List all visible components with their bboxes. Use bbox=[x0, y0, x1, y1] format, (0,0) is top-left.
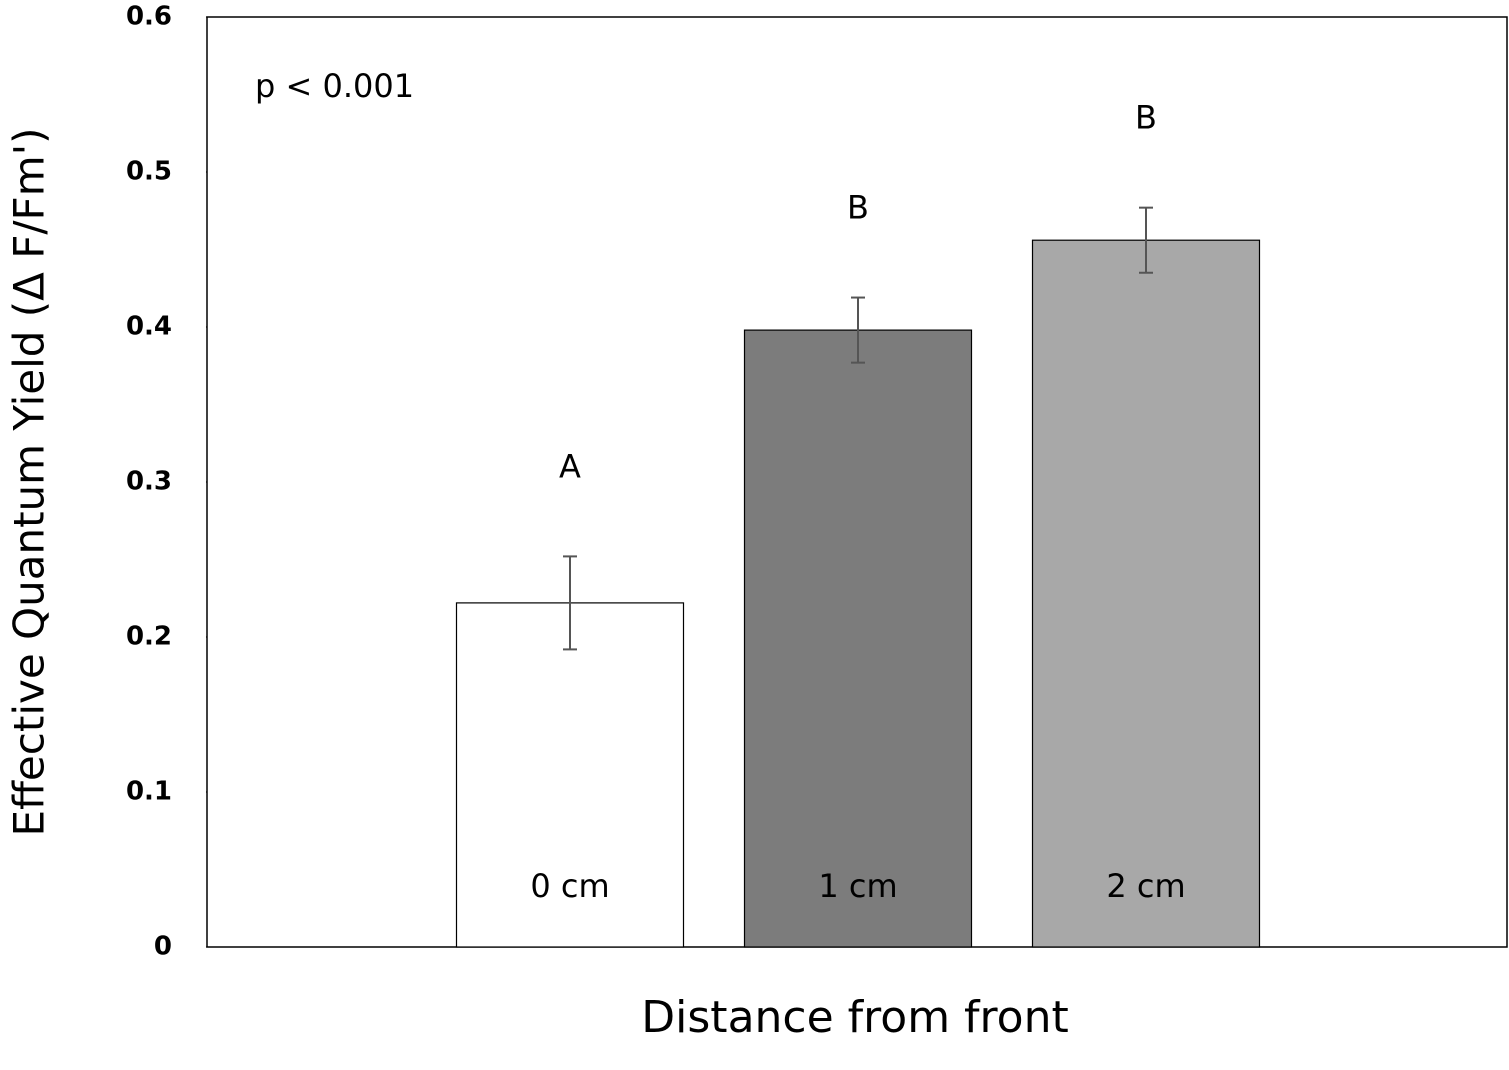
y-tick-label: 0.3 bbox=[126, 467, 172, 497]
y-tick-label: 0.2 bbox=[126, 622, 172, 652]
annotation: p < 0.001 bbox=[255, 67, 414, 105]
x-tick-label: 0 cm bbox=[530, 867, 609, 905]
x-axis-title: Distance from front bbox=[641, 992, 1068, 1043]
y-axis-title: Effective Quantum Yield (Δ F/Fm') bbox=[5, 127, 54, 836]
x-tick-label: 2 cm bbox=[1106, 867, 1185, 905]
x-tick-label: 1 cm bbox=[818, 867, 897, 905]
y-tick-label: 0.6 bbox=[126, 2, 172, 32]
y-tick-label: 0.5 bbox=[126, 157, 172, 187]
significance-label: B bbox=[847, 189, 869, 227]
y-tick-label: 0 bbox=[154, 932, 172, 962]
y-tick-label: 0.1 bbox=[126, 777, 172, 807]
bar bbox=[1031, 239, 1261, 948]
bar bbox=[743, 329, 973, 948]
significance-label: B bbox=[1135, 99, 1157, 137]
significance-label: A bbox=[559, 447, 581, 485]
y-tick-label: 0.4 bbox=[126, 312, 172, 342]
bar bbox=[455, 602, 685, 948]
